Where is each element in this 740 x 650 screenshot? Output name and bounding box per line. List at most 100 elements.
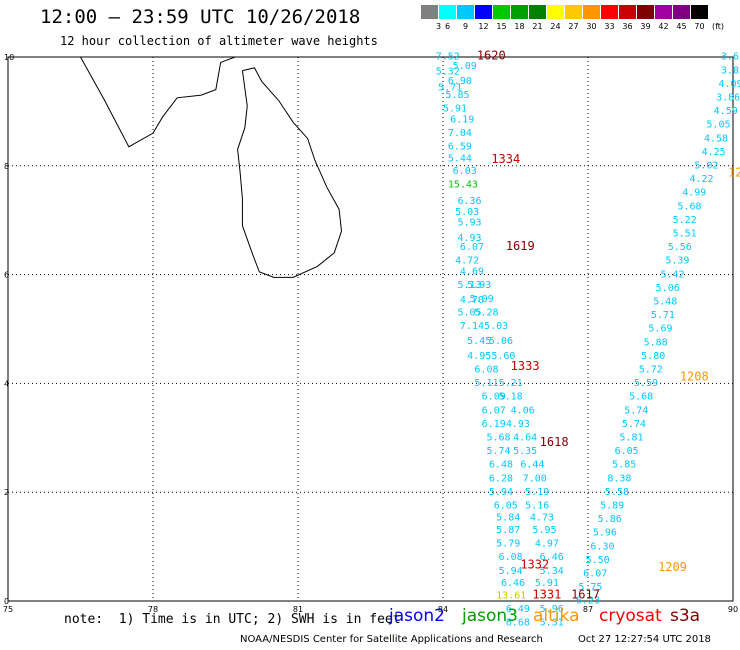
coast-india <box>80 56 236 148</box>
wave-height-value: 5.87 <box>496 525 520 536</box>
wave-height-value: 4.58 <box>704 133 728 144</box>
wave-height-value: 7.00 <box>523 473 547 484</box>
satellite-legend-s3a: s3a <box>670 606 701 626</box>
scale-label: 12 <box>478 22 489 31</box>
pass-time-label: 1208 <box>680 370 709 384</box>
satellite-legend-altika: altika <box>533 606 580 626</box>
wave-height-value: 6.05 <box>615 446 639 457</box>
wave-height-value: 4.93 <box>506 419 530 430</box>
map-frame <box>7 56 734 602</box>
wave-height-value: 4.25 <box>702 147 726 158</box>
wave-height-value: 5.68 <box>487 433 511 444</box>
wave-height-value: 5.86 <box>598 514 622 525</box>
wave-height-value: 6.44 <box>520 460 544 471</box>
scale-label: 45 <box>676 22 687 31</box>
wave-height-value: 5.96 <box>540 604 564 615</box>
y-tick-label: 0 <box>4 597 9 606</box>
scale-label: 24 <box>550 22 561 31</box>
wave-height-value: 5.58 <box>605 487 629 498</box>
wave-height-value: 5.11 <box>474 378 498 389</box>
wave-height-value: 5.81 <box>619 433 643 444</box>
wave-height-value: 4.93 <box>458 233 482 244</box>
wave-height-value: 5.35 <box>513 446 537 457</box>
wave-height-value: 5.06 <box>656 283 680 294</box>
coastline-sri-lanka <box>80 56 343 278</box>
wave-height-value: 5.13 <box>458 280 482 291</box>
wave-height-value: 5.71 <box>438 83 462 94</box>
scale-swatch <box>439 5 456 19</box>
pass-time-label: 1331 <box>532 587 561 601</box>
wave-height-value: 6.09 <box>482 392 506 403</box>
wave-height-value: 5.16 <box>525 501 549 512</box>
wave-height-value: 5.03 <box>484 321 508 332</box>
credit-line: NOAA/NESDIS Center for Satellite Applica… <box>240 634 543 645</box>
scale-unit-label: (ft) <box>712 22 725 31</box>
wave-height-value: 5.68 <box>629 392 653 403</box>
x-tick-label: 90 <box>728 605 738 614</box>
wave-height-value: 5.21 <box>499 378 523 389</box>
wave-height-value: 4.97 <box>535 539 559 550</box>
y-tick-label: 10 <box>4 53 14 62</box>
scale-label: 21 <box>532 22 543 31</box>
wave-height-value: 5.69 <box>648 324 672 335</box>
x-tick-label: 75 <box>3 605 13 614</box>
scale-label: 70 <box>694 22 705 31</box>
wave-height-value: 5.68 <box>677 201 701 212</box>
satellite-legend-cryosat: cryosat <box>599 606 662 626</box>
wave-height-value: 6.07 <box>583 569 607 580</box>
wave-height-value: 5.22 <box>673 215 697 226</box>
y-tick-label: 6 <box>4 271 9 280</box>
scale-swatch <box>529 5 546 19</box>
pass-time-label: 1333 <box>511 359 540 373</box>
wave-height-value: 5.50 <box>586 555 610 566</box>
wave-height-value: 7.52 <box>436 52 460 63</box>
wave-height-value: 5.42 <box>661 269 685 280</box>
wave-height-value: 5.91 <box>535 578 559 589</box>
coast-sri-lanka <box>237 67 343 278</box>
wave-height-value: 5.93 <box>458 218 482 229</box>
scale-swatch <box>673 5 690 19</box>
wave-height-value: 8.38 <box>607 473 631 484</box>
wave-height-value: 5.32 <box>436 66 460 77</box>
wave-height-value: 6.36 <box>458 196 482 207</box>
wave-height-value: 5.84 <box>496 512 520 523</box>
wave-height-value: 6.08 <box>499 552 523 563</box>
scale-swatch <box>547 5 564 19</box>
wave-height-value: 6.46 <box>501 578 525 589</box>
wave-height-value: 5.56 <box>668 242 692 253</box>
wave-height-value: 6.08 <box>474 365 498 376</box>
wave-height-value: 6.28 <box>489 473 513 484</box>
lat-lon-grid <box>7 56 734 602</box>
wave-height-value: 6.07 <box>482 405 506 416</box>
wave-height-value: 5.31 <box>540 617 564 628</box>
scale-label: 30 <box>586 22 597 31</box>
wave-height-value: 6.46 <box>540 552 564 563</box>
scale-swatch <box>493 5 510 19</box>
y-tick-label: 8 <box>4 162 9 171</box>
scale-label: 9 <box>462 22 469 31</box>
wave-height-value: 4.64 <box>513 433 537 444</box>
scale-label: 36 <box>622 22 633 31</box>
scale-label: 27 <box>568 22 579 31</box>
wave-height-value: 7.14 <box>460 321 484 332</box>
x-tick-label: 78 <box>148 605 158 614</box>
wave-height-value: 5.79 <box>496 539 520 550</box>
wave-height-value: 4.59 <box>714 106 738 117</box>
wave-height-value: 5.60 <box>491 351 515 362</box>
scale-swatch <box>457 5 474 19</box>
scale-swatch <box>655 5 672 19</box>
scale-swatch <box>583 5 600 19</box>
map-title: 12:00 – 23:59 UTC 10/26/2018 <box>40 6 361 28</box>
wave-height-value: 5.74 <box>487 446 511 457</box>
scale-label: 18 <box>514 22 525 31</box>
pass-time-label: 1619 <box>506 239 535 253</box>
wave-height-value: 5.06 <box>489 336 513 347</box>
wave-height-value: 5.05 <box>458 307 482 318</box>
pass-time-label: 1209 <box>658 560 687 574</box>
pass-time-label: 1332 <box>520 557 549 571</box>
wave-height-value: 3.86 <box>716 93 740 104</box>
pass-time-label: 1620 <box>477 49 506 63</box>
scale-swatch <box>601 5 618 19</box>
wave-height-value: 4.72 <box>455 256 479 267</box>
scale-label: 33 <box>604 22 615 31</box>
